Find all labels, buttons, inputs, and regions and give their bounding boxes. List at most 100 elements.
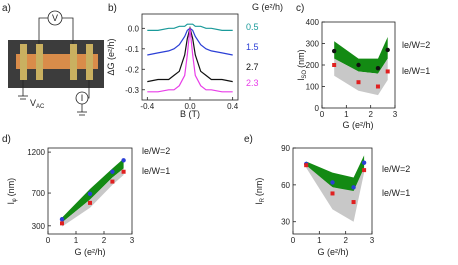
x-axis-label: G (e²/h) xyxy=(74,247,105,257)
point xyxy=(385,69,390,74)
point xyxy=(110,179,115,184)
x-tick-label: 0 xyxy=(320,110,325,119)
x-tick-label: 2 xyxy=(368,110,373,119)
legend-entry: le/W=2 xyxy=(142,146,170,156)
axis-label: lφ(nm) xyxy=(6,178,18,204)
source-sub: AC xyxy=(36,104,45,110)
plot-frame xyxy=(321,21,396,109)
wires xyxy=(18,17,90,116)
device-channel xyxy=(16,54,98,69)
x-tick-label: 1 xyxy=(344,110,349,119)
band xyxy=(334,37,388,74)
panel-label: a) xyxy=(2,3,11,14)
ammeter-label: I xyxy=(81,93,84,103)
voltmeter xyxy=(47,10,63,26)
x-tick-label: 3 xyxy=(393,110,398,119)
y-tick-label: 400 xyxy=(306,18,320,27)
axis-label-text: l xyxy=(6,202,16,204)
ammeter xyxy=(75,91,89,105)
plot-frame xyxy=(292,147,373,235)
y-tick-label: -0.1 xyxy=(125,45,139,54)
source-label: VAC xyxy=(30,98,45,110)
point xyxy=(361,160,367,165)
point xyxy=(121,169,126,174)
panel-label: c) xyxy=(296,3,304,14)
axis-label-sub: φ xyxy=(12,198,18,202)
y-tick-label: 1200 xyxy=(27,148,45,157)
legend-entry: le/W=2 xyxy=(402,40,430,50)
point xyxy=(60,221,64,226)
point xyxy=(356,80,361,85)
axis-label-text: l xyxy=(296,79,306,81)
axis-label-unit: (nm) xyxy=(6,178,16,197)
axis-label-unit: (nm) xyxy=(254,178,264,197)
axis-label-sub: SO xyxy=(302,70,308,79)
band xyxy=(334,58,388,96)
point xyxy=(362,168,367,173)
axis-label-unit: (nm) xyxy=(296,49,306,68)
x-tick-label: 1 xyxy=(74,236,79,245)
point xyxy=(351,185,356,190)
panel-label: b) xyxy=(108,3,117,14)
band xyxy=(306,155,365,193)
band xyxy=(62,158,124,223)
y-tick-label: 100 xyxy=(306,83,320,92)
y-tick-label: 300 xyxy=(306,40,320,49)
voltmeter-label: V xyxy=(52,13,58,23)
x-tick-label: 0 xyxy=(291,236,296,245)
y-tick-label: -0.3 xyxy=(125,86,139,95)
source-text: V xyxy=(30,98,36,108)
point xyxy=(375,66,381,71)
y-tick-label: 0 xyxy=(315,104,320,113)
band xyxy=(306,165,365,222)
point xyxy=(351,200,356,205)
y-tick-label: 0.0 xyxy=(128,24,140,33)
axis-label-sub: R xyxy=(260,197,266,202)
legend-entry: 2.7 xyxy=(246,62,259,72)
point xyxy=(87,191,93,197)
legend-entry: le/W=1 xyxy=(402,66,430,76)
band xyxy=(62,168,124,227)
point xyxy=(121,158,126,163)
axis-label: lSO (nm) xyxy=(296,49,308,80)
point xyxy=(332,63,337,67)
data-line xyxy=(147,23,233,31)
legend-entry: 0.5 xyxy=(246,22,259,32)
legend-entry: le/W=1 xyxy=(142,166,170,176)
point xyxy=(385,47,390,53)
data-line xyxy=(147,25,233,83)
point xyxy=(330,180,335,185)
electrodes xyxy=(20,44,93,80)
legend-entry: 2.3 xyxy=(246,78,259,88)
legend-entry: le/W=1 xyxy=(382,188,410,198)
x-tick-label: 2 xyxy=(102,236,107,245)
point xyxy=(375,84,380,89)
y-tick-label: 90 xyxy=(281,144,290,153)
legend-entry: le/W=2 xyxy=(382,164,410,174)
point xyxy=(356,62,361,68)
device-panel: a) V I VAC xyxy=(2,3,104,116)
plot-frame xyxy=(47,147,133,235)
x-tick-label: 0 xyxy=(46,236,51,245)
axis-label: lR(nm) xyxy=(254,178,266,205)
point xyxy=(88,200,92,205)
x-axis-label: G (e²/h) xyxy=(317,247,348,257)
axis-label: ΔG (e²/h) xyxy=(106,38,116,75)
data-line xyxy=(147,28,233,93)
y-tick-label: 200 xyxy=(306,61,320,70)
x-tick-label: -0.4 xyxy=(140,102,154,111)
point xyxy=(59,217,65,222)
y-tick-label: 700 xyxy=(32,189,46,198)
x-tick-label: 3 xyxy=(370,236,375,245)
x-tick-label: 3 xyxy=(130,236,135,245)
point xyxy=(330,191,335,196)
axis-label-text: l xyxy=(254,202,264,204)
legend-entry: 1.5 xyxy=(246,42,259,52)
x-tick-label: 0.0 xyxy=(184,102,196,111)
x-tick-label: 1 xyxy=(317,236,322,245)
y-tick-label: -0.2 xyxy=(125,65,139,74)
point xyxy=(331,48,337,54)
point xyxy=(304,163,309,168)
x-tick-label: 2 xyxy=(343,236,348,245)
